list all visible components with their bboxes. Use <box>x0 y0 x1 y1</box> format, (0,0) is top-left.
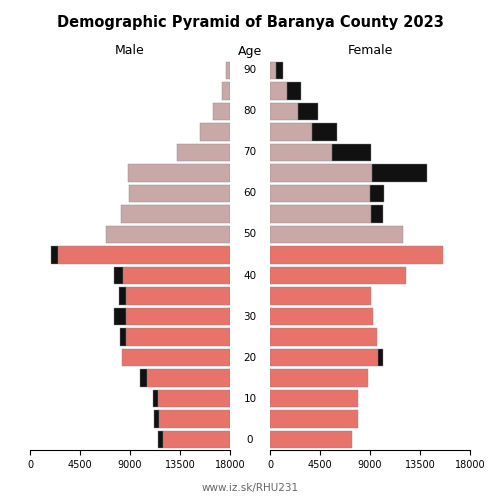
Bar <box>158 431 164 448</box>
Bar <box>158 390 230 407</box>
Bar <box>270 410 358 428</box>
Bar <box>226 62 230 79</box>
Bar <box>51 246 58 264</box>
Bar <box>372 164 426 182</box>
Text: 10: 10 <box>244 394 256 404</box>
Text: 60: 60 <box>244 188 256 198</box>
Bar <box>176 144 230 161</box>
Bar <box>370 184 384 202</box>
Bar <box>270 267 406 284</box>
Text: Demographic Pyramid of Baranya County 2023: Demographic Pyramid of Baranya County 20… <box>56 15 444 30</box>
Bar <box>270 82 286 100</box>
Bar <box>270 370 368 387</box>
Bar <box>146 370 230 387</box>
Bar <box>371 205 384 222</box>
Bar <box>120 328 126 346</box>
Bar <box>126 328 230 346</box>
Bar <box>270 431 352 448</box>
Bar <box>270 390 358 407</box>
Text: 40: 40 <box>244 270 256 280</box>
Bar <box>298 102 318 120</box>
Text: 20: 20 <box>244 352 256 362</box>
Bar <box>58 246 230 264</box>
Text: 70: 70 <box>244 148 256 158</box>
Bar <box>222 82 230 100</box>
Bar <box>270 144 332 161</box>
Bar <box>154 410 159 428</box>
Bar <box>126 308 230 326</box>
Text: www.iz.sk/RHU231: www.iz.sk/RHU231 <box>202 482 298 492</box>
Bar <box>114 308 126 326</box>
Bar <box>276 62 283 79</box>
Text: Age: Age <box>238 44 262 58</box>
Text: Female: Female <box>348 44 393 58</box>
Bar <box>270 184 370 202</box>
Bar <box>270 328 376 346</box>
Bar <box>128 164 230 182</box>
Bar <box>270 226 404 243</box>
Bar <box>270 308 374 326</box>
Bar <box>270 205 371 222</box>
Bar <box>332 144 371 161</box>
Text: 50: 50 <box>244 230 256 239</box>
Bar <box>129 184 230 202</box>
Bar <box>124 267 230 284</box>
Bar <box>164 431 230 448</box>
Bar <box>122 349 230 366</box>
Bar <box>159 410 230 428</box>
Bar <box>106 226 230 243</box>
Bar <box>153 390 158 407</box>
Bar <box>286 82 301 100</box>
Bar <box>270 102 298 120</box>
Bar <box>126 288 230 305</box>
Bar <box>270 349 378 366</box>
Text: Male: Male <box>115 44 145 58</box>
Bar <box>270 164 372 182</box>
Bar <box>140 370 146 387</box>
Text: 0: 0 <box>247 434 254 444</box>
Text: 90: 90 <box>244 66 256 76</box>
Bar <box>270 123 312 140</box>
Bar <box>312 123 336 140</box>
Bar <box>270 62 276 79</box>
Bar <box>378 349 383 366</box>
Bar <box>121 205 230 222</box>
Text: 30: 30 <box>244 312 256 322</box>
Bar <box>270 246 444 264</box>
Text: 80: 80 <box>244 106 256 117</box>
Bar <box>200 123 230 140</box>
Bar <box>214 102 230 120</box>
Bar <box>119 288 126 305</box>
Bar <box>270 288 371 305</box>
Bar <box>114 267 124 284</box>
